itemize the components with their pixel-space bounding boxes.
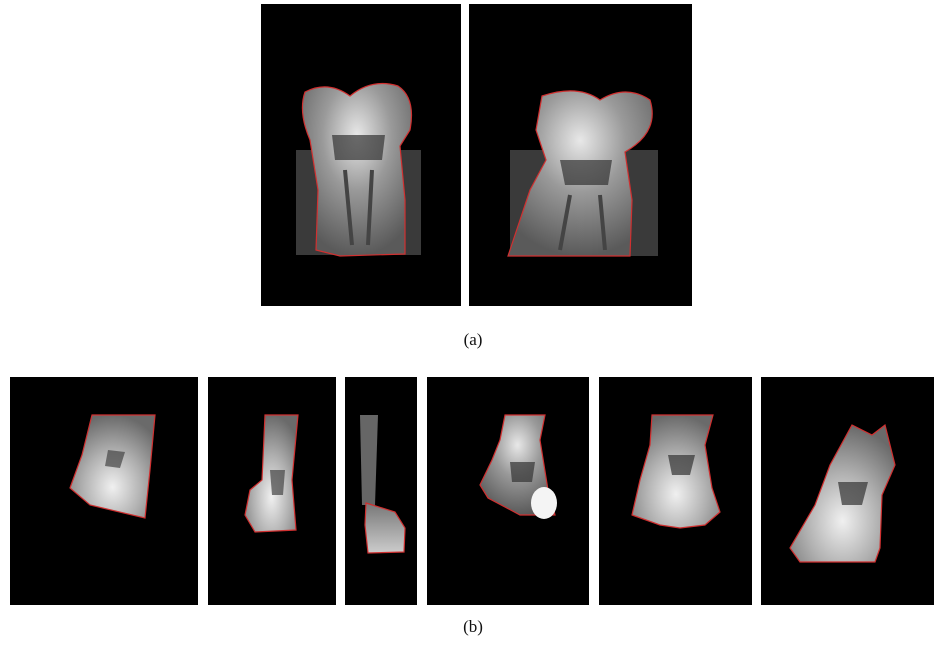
image-b6 <box>761 377 934 605</box>
figure: (a) (b) <box>0 0 935 649</box>
image-b3 <box>345 377 417 605</box>
image-a2 <box>469 4 692 306</box>
page: (a) (b) (() => { const data = JSON.parse… <box>0 0 935 649</box>
image-b4 <box>427 377 589 605</box>
caption-a: (a) <box>464 330 483 349</box>
image-a1 <box>261 4 461 306</box>
caption-b: (b) <box>463 617 483 636</box>
image-b2 <box>208 377 336 605</box>
image-b1 <box>10 377 198 605</box>
image-b5 <box>599 377 752 605</box>
